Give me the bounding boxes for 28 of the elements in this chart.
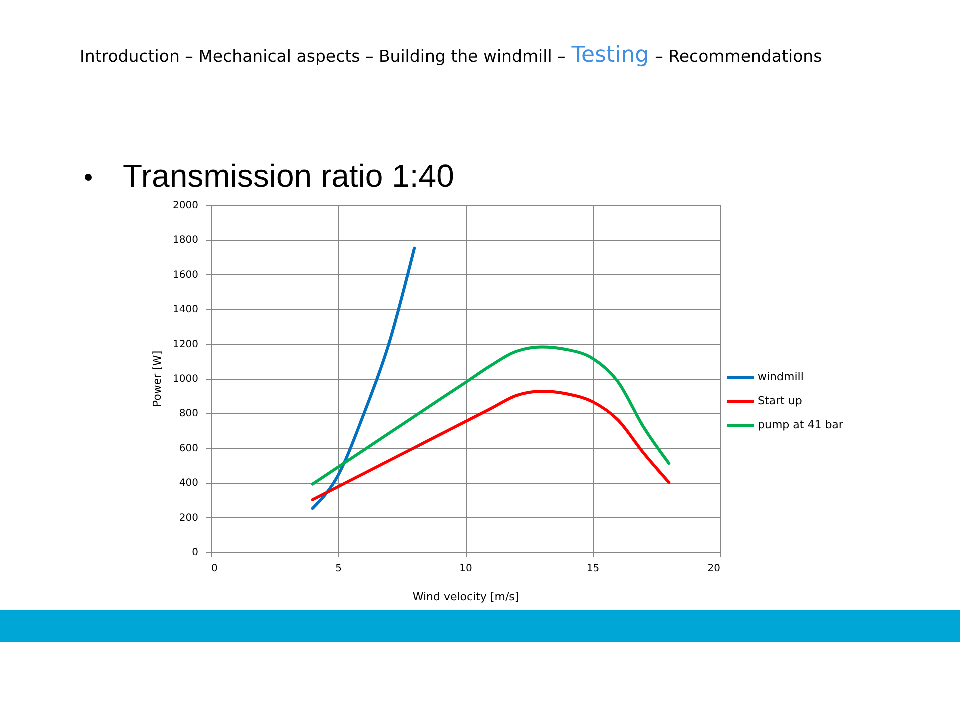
line-series	[311, 346, 671, 486]
y-tick-label: 1200	[173, 339, 198, 350]
x-tick-label: 20	[708, 564, 720, 574]
y-tick-label: 0	[192, 548, 198, 558]
text: Testing	[572, 43, 650, 68]
y-tick-label: 400	[179, 478, 198, 490]
line-series	[311, 246, 416, 510]
y-tick-label: 1600	[173, 270, 198, 281]
x-tick-label: 0	[212, 564, 218, 574]
x-tick-label: 10	[460, 564, 472, 574]
y-axis-title: Power [W]	[151, 350, 164, 408]
legend-label: windmill	[758, 370, 804, 384]
x-axis-title: Wind velocity [m/s]	[412, 590, 520, 604]
y-tick-label: 800	[179, 408, 198, 420]
y-tick-label: 600	[179, 443, 198, 454]
y-tick-label: 1800	[173, 235, 198, 246]
y-tick-label: 1000	[173, 374, 198, 385]
x-tick-label: 15	[586, 564, 600, 574]
y-tick-label: 200	[179, 512, 198, 524]
line-series	[311, 390, 671, 502]
text: Introduction – Mechanical aspects – Building the windmill –	[80, 47, 566, 66]
text: – Recommendations	[655, 47, 822, 66]
chart-title: Transmission ratio 1:40	[123, 158, 454, 195]
x-tick-label: 5	[336, 564, 342, 574]
legend-label: Start up	[758, 394, 802, 408]
legend-label: pump at 41 bar	[758, 418, 844, 432]
y-tick-label: 2000	[173, 200, 198, 212]
y-tick-label: 1400	[173, 304, 198, 316]
